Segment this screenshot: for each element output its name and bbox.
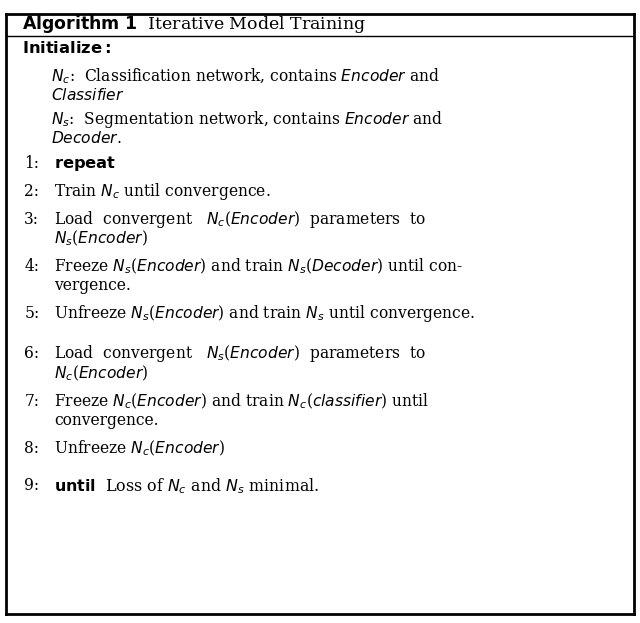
Text: $N_s$($\mathit{Encoder}$): $N_s$($\mathit{Encoder}$)	[54, 229, 148, 249]
Text: Train $N_c$ until convergence.: Train $N_c$ until convergence.	[54, 181, 271, 202]
Text: 7:: 7:	[24, 392, 39, 410]
Text: convergence.: convergence.	[54, 412, 159, 429]
Text: $N_s$:  Segmentation network, contains $\mathit{Encoder}$ and: $N_s$: Segmentation network, contains $\…	[51, 109, 444, 130]
Text: 2:: 2:	[24, 183, 39, 200]
Text: Load  convergent   $N_s$($\mathit{Encoder}$)  parameters  to: Load convergent $N_s$($\mathit{Encoder}$…	[54, 343, 426, 364]
Text: $\mathbf{Algorithm\ 1}$  Iterative Model Training: $\mathbf{Algorithm\ 1}$ Iterative Model …	[22, 13, 366, 36]
Text: Freeze $N_c$($\mathit{Encoder}$) and train $N_c$($\mathit{classifier}$) until: Freeze $N_c$($\mathit{Encoder}$) and tra…	[54, 391, 429, 411]
Text: Load  convergent   $N_c$($\mathit{Encoder}$)  parameters  to: Load convergent $N_c$($\mathit{Encoder}$…	[54, 209, 427, 230]
Text: $\mathbf{Initialize:}$: $\mathbf{Initialize:}$	[22, 40, 111, 57]
Text: Unfreeze $N_c$($\mathit{Encoder}$): Unfreeze $N_c$($\mathit{Encoder}$)	[54, 439, 225, 459]
Text: $N_c$($\mathit{Encoder}$): $N_c$($\mathit{Encoder}$)	[54, 363, 148, 383]
Text: $N_c$:  Classification network, contains $\mathit{Encoder}$ and: $N_c$: Classification network, contains …	[51, 66, 440, 86]
Text: 3:: 3:	[24, 211, 39, 228]
Text: 1:: 1:	[24, 155, 39, 173]
Text: Freeze $N_s$($\mathit{Encoder}$) and train $N_s$($\mathit{Decoder}$) until con-: Freeze $N_s$($\mathit{Encoder}$) and tra…	[54, 257, 463, 277]
Text: $\mathbf{repeat}$: $\mathbf{repeat}$	[54, 155, 116, 173]
Text: $\mathit{Decoder}$.: $\mathit{Decoder}$.	[51, 130, 122, 148]
Text: $\mathit{Classifier}$: $\mathit{Classifier}$	[51, 87, 125, 104]
Text: 5:: 5:	[24, 305, 40, 322]
Text: 9:: 9:	[24, 477, 40, 495]
Text: 6:: 6:	[24, 345, 40, 363]
Text: Unfreeze $N_s$($\mathit{Encoder}$) and train $N_s$ until convergence.: Unfreeze $N_s$($\mathit{Encoder}$) and t…	[54, 303, 476, 324]
Text: 4:: 4:	[24, 258, 39, 275]
Text: vergence.: vergence.	[54, 277, 131, 295]
Text: $\mathbf{until}$  Loss of $N_c$ and $N_s$ minimal.: $\mathbf{until}$ Loss of $N_c$ and $N_s$…	[54, 476, 319, 496]
Text: 8:: 8:	[24, 440, 39, 457]
